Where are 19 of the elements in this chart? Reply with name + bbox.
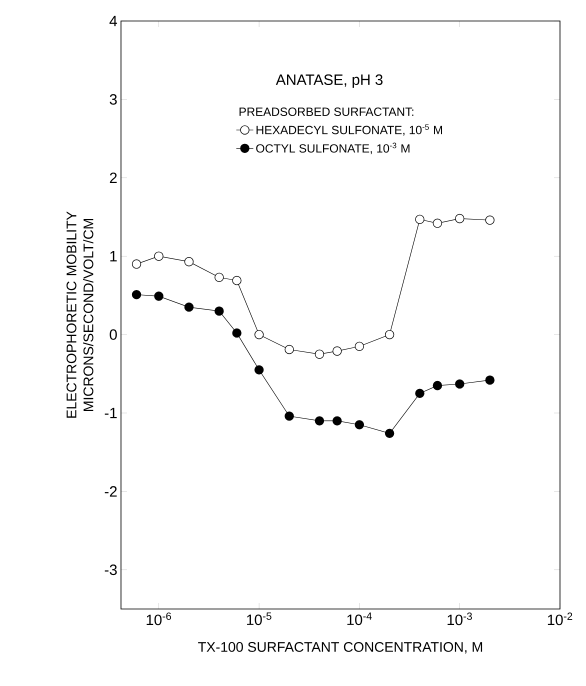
- x-tick-label: 10$^{-2}$: [548, 612, 572, 626]
- y-tick-label: -1: [104, 408, 117, 418]
- y-tick-label: -3: [104, 564, 117, 576]
- x-tick-label: 10$^{-5}$: [247, 612, 272, 626]
- text: ANATASE, pH 3: [276, 74, 383, 88]
- x-tick-label: 10$^{-4}$: [347, 612, 372, 626]
- x-tick-label: 10$^{-3}$: [448, 612, 472, 626]
- y-tick-label: 1: [110, 251, 117, 262]
- y-tick-label: 4: [110, 16, 118, 26]
- y-tick-label: 3: [110, 94, 117, 105]
- x-axis-title: TX-100 SURFACTANT CONCENTRATION, M: [198, 642, 482, 654]
- legend-label: HEXADECYL SULFONATE, 10$^{-5}$ M: [256, 124, 442, 136]
- legend-title: PREADSORBED SURFACTANT:: [240, 108, 414, 116]
- y-tick-label: 0: [110, 329, 117, 340]
- y-tick-label: -2: [104, 486, 117, 497]
- legend-label: OCTYL SULFONATE, 10$^{-3}$ M: [256, 142, 410, 154]
- y-tick-label: 2: [110, 172, 117, 184]
- y-axis-title: ELECTROPHORETIC MOBILITY MICRONS/SECOND/VOLT/CM: [66, 211, 94, 418]
- x-tick-label: 10$^{-6}$: [146, 612, 172, 626]
